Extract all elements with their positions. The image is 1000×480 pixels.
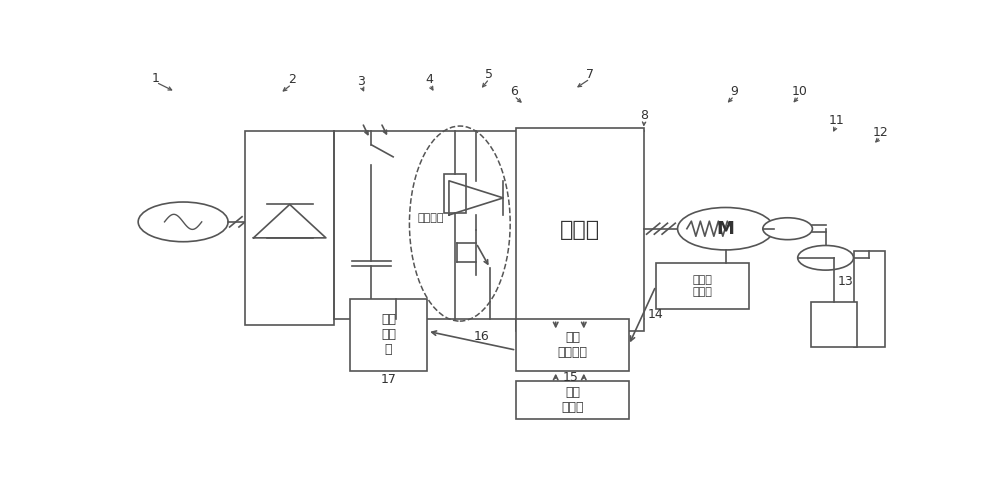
Text: 1: 1 [152, 72, 160, 84]
Text: 4: 4 [426, 73, 434, 86]
Text: 15: 15 [563, 371, 579, 384]
Bar [516, 319, 629, 371]
Text: 7: 7 [586, 68, 594, 81]
Text: 3: 3 [357, 75, 365, 88]
Text: 9: 9 [730, 85, 738, 98]
Bar [516, 128, 644, 331]
Text: 5: 5 [485, 68, 493, 81]
Text: 8: 8 [640, 109, 648, 122]
Text: 6: 6 [510, 85, 518, 98]
Bar [350, 299, 427, 371]
Text: M: M [717, 220, 735, 238]
Circle shape [763, 218, 812, 240]
Text: 2: 2 [288, 73, 296, 86]
Text: 13: 13 [838, 275, 854, 288]
Circle shape [678, 207, 774, 250]
Bar [516, 381, 629, 419]
Bar [656, 263, 749, 309]
Text: 电梯
控制装置: 电梯 控制装置 [558, 331, 588, 359]
Text: 10: 10 [791, 85, 807, 98]
Circle shape [138, 202, 228, 242]
Text: 17: 17 [381, 373, 396, 386]
Text: 储能电路: 储能电路 [417, 214, 444, 224]
Text: 16: 16 [474, 330, 489, 343]
Text: 上位
控制器: 上位 控制器 [561, 386, 584, 414]
Bar [811, 302, 857, 347]
Bar [245, 131, 334, 324]
Text: 11: 11 [829, 114, 844, 127]
Text: 逆变器: 逆变器 [560, 219, 600, 240]
Bar [854, 251, 885, 347]
Circle shape [798, 245, 854, 270]
Text: 速度检
测装置: 速度检 测装置 [692, 275, 712, 297]
Text: 12: 12 [873, 126, 889, 139]
Bar [444, 174, 466, 213]
Text: 14: 14 [648, 308, 664, 321]
Text: 能耗
控制
器: 能耗 控制 器 [381, 313, 396, 356]
